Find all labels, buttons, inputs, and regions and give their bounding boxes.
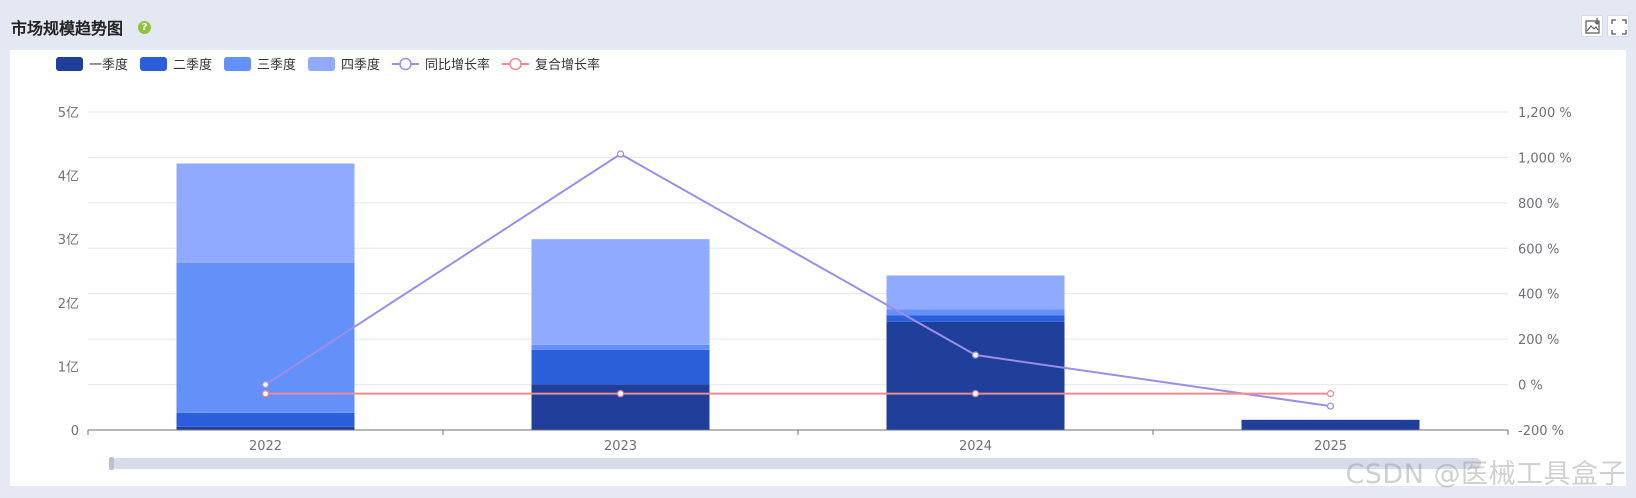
legend-item: 复合增长率 (535, 57, 600, 73)
save-image-icon[interactable] (1581, 15, 1603, 37)
y-right-tick-label: 400 % (1518, 288, 1559, 303)
bar-三季度 (531, 344, 710, 350)
legend-item: 同比增长率 (425, 57, 490, 73)
legend-item: 三季度 (257, 57, 296, 73)
line-同比增长率 (264, 152, 1331, 408)
y-left-tick-label: 4亿 (58, 170, 79, 185)
y-left-tick-label: 0 (71, 424, 79, 439)
point-同比增长率 (261, 380, 270, 389)
bar-四季度 (531, 239, 710, 345)
legend-swatch (140, 57, 167, 71)
y-right-tick-label: 600 % (1518, 242, 1559, 257)
bar-二季度 (531, 349, 710, 385)
y-left-tick-label: 1亿 (58, 360, 79, 375)
y-right-tick-label: 800 % (1518, 197, 1559, 212)
bar-一季度 (886, 321, 1065, 430)
y-right-tick-label: -200 % (1518, 424, 1564, 439)
watermark: CSDN @医械工具盒子 (1345, 459, 1626, 490)
point-复合增长率 (616, 390, 625, 398)
point-复合增长率 (1326, 390, 1335, 398)
bar-二季度 (176, 412, 355, 427)
bar-一季度 (1241, 419, 1420, 430)
legend-swatch (224, 57, 251, 71)
bar-三季度 (886, 309, 1065, 316)
x-tick-label: 2024 (959, 439, 992, 454)
bar-一季度 (176, 426, 355, 430)
legend-swatch (56, 57, 83, 71)
y-right-tick-label: 1,000 % (1518, 151, 1572, 166)
legend-swatch (308, 57, 335, 71)
y-right-tick-label: 1,200 % (1518, 106, 1572, 121)
legend-item: 四季度 (341, 57, 380, 73)
x-tick-label: 2025 (1314, 439, 1347, 454)
y-left-tick-label: 2亿 (58, 297, 79, 312)
bar-二季度 (886, 315, 1065, 322)
legend-swatch (509, 57, 522, 71)
point-复合增长率 (261, 390, 270, 398)
y-right-tick-label: 0 % (1518, 379, 1543, 394)
data-zoom-slider (111, 458, 1481, 469)
point-同比增长率 (1326, 402, 1335, 410)
help-icon[interactable]: ? (138, 21, 151, 34)
legend-item: 二季度 (173, 57, 212, 73)
x-tick-label: 2023 (604, 439, 637, 454)
fullscreen-icon[interactable] (1607, 15, 1629, 37)
panel-header: 市场规模趋势图 ? (0, 0, 1636, 48)
point-同比增长率 (971, 351, 980, 359)
legend-item: 一季度 (89, 57, 128, 73)
y-left-tick-label: 3亿 (58, 233, 79, 248)
data-zoom-handle (109, 457, 114, 470)
bar-四季度 (176, 163, 355, 263)
legend-swatch (399, 57, 412, 71)
y-left-tick-label: 5亿 (58, 106, 79, 121)
bar-四季度 (886, 275, 1065, 310)
x-tick-label: 2022 (249, 439, 282, 454)
page-title: 市场规模趋势图 (11, 19, 124, 38)
point-同比增长率 (616, 150, 625, 158)
y-right-tick-label: 200 % (1518, 333, 1559, 348)
point-复合增长率 (971, 390, 980, 398)
